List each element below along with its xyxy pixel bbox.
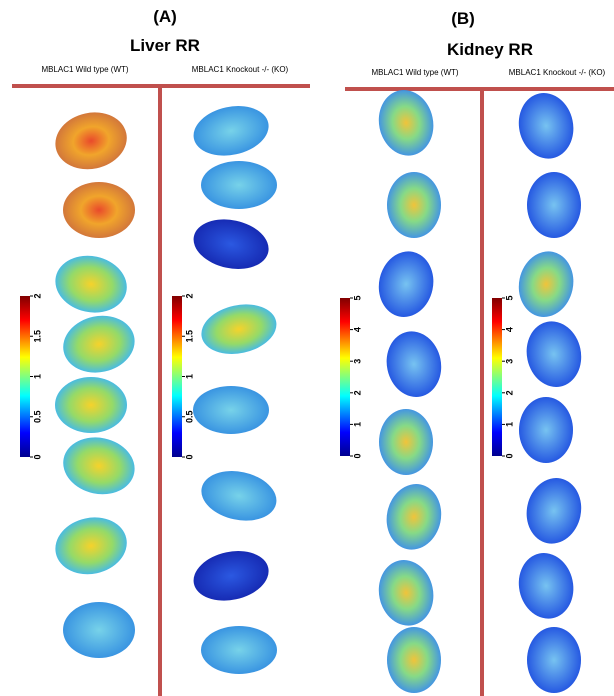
tissue-image (513, 548, 580, 624)
colorbar-tick-label: 0 (504, 453, 514, 458)
colorbar (340, 298, 350, 456)
tissue-image (201, 626, 277, 674)
panel-label: (B) (451, 9, 475, 28)
tissue-image (527, 172, 581, 238)
tissue-image (513, 88, 580, 164)
colorbar (492, 298, 502, 456)
colorbar-tick-label: 1 (352, 422, 362, 427)
colorbar-tick-label: 0 (184, 454, 194, 459)
colorbar-tick-label: 3 (504, 359, 514, 364)
tissue-image (197, 464, 281, 527)
tissue-image (197, 298, 281, 361)
tissue-image (373, 246, 440, 322)
column-label: MBLAC1 Knockout -/- (KO) (509, 68, 606, 77)
colorbar-tick-label: 3 (352, 359, 362, 364)
tissue-image (201, 161, 277, 209)
tissue-image (521, 316, 588, 392)
colorbar-tick-label: 2 (352, 390, 362, 395)
colorbar-tick-label: 1 (32, 374, 42, 379)
tissue-image (50, 106, 132, 176)
colorbar-tick-label: 2 (504, 390, 514, 395)
colorbar-tick-label: 5 (504, 295, 514, 300)
colorbar-tick-label: 1 (184, 374, 194, 379)
colorbar-tick-label: 1.5 (32, 330, 42, 343)
column-label: MBLAC1 Wild type (WT) (41, 65, 128, 74)
colorbar-tick-label: 4 (352, 327, 362, 332)
tissue-image (58, 431, 140, 501)
tissue-image (521, 473, 588, 549)
panel-title: Liver RR (130, 36, 200, 55)
figure: (A) Liver RR MBLAC1 Wild type (WT) MBLAC… (0, 0, 614, 696)
colorbar-tick-label: 5 (352, 295, 362, 300)
column-label: MBLAC1 Wild type (WT) (371, 68, 458, 77)
tissue-image (58, 309, 140, 379)
colorbar-tick-label: 0.5 (32, 410, 42, 423)
tissue-image (373, 85, 440, 161)
tissue-image (519, 397, 573, 463)
colorbar (20, 296, 30, 457)
tissue-image (527, 627, 581, 693)
tissue-image (513, 246, 580, 322)
tissue-image (373, 555, 440, 631)
colorbar (172, 296, 182, 457)
tissue-image (63, 602, 135, 658)
tissue-image (50, 511, 132, 581)
colorbar-tick-label: 0 (352, 453, 362, 458)
tissue-image (189, 544, 273, 607)
tissue-image (193, 386, 269, 434)
colorbar-tick-label: 1 (504, 422, 514, 427)
panel-label: (A) (153, 7, 177, 26)
colorbar-tick-label: 2 (184, 293, 194, 298)
colorbar-tick-label: 0 (32, 454, 42, 459)
colorbar-tick-label: 4 (504, 327, 514, 332)
column-label: MBLAC1 Knockout -/- (KO) (192, 65, 289, 74)
tissue-image (50, 249, 132, 319)
colorbar-tick-label: 2 (32, 293, 42, 298)
tissue-image (189, 99, 273, 162)
tissue-image (381, 326, 448, 402)
tissue-image (379, 409, 433, 475)
colorbar-tick-label: 0.5 (184, 410, 194, 423)
tissue-image (381, 479, 448, 555)
tissue-image (387, 172, 441, 238)
tissue-image (189, 213, 273, 276)
panel-title: Kidney RR (447, 40, 533, 59)
tissue-image (55, 377, 127, 433)
tissue-image (387, 627, 441, 693)
tissue-image (63, 182, 135, 238)
colorbar-tick-label: 1.5 (184, 330, 194, 343)
